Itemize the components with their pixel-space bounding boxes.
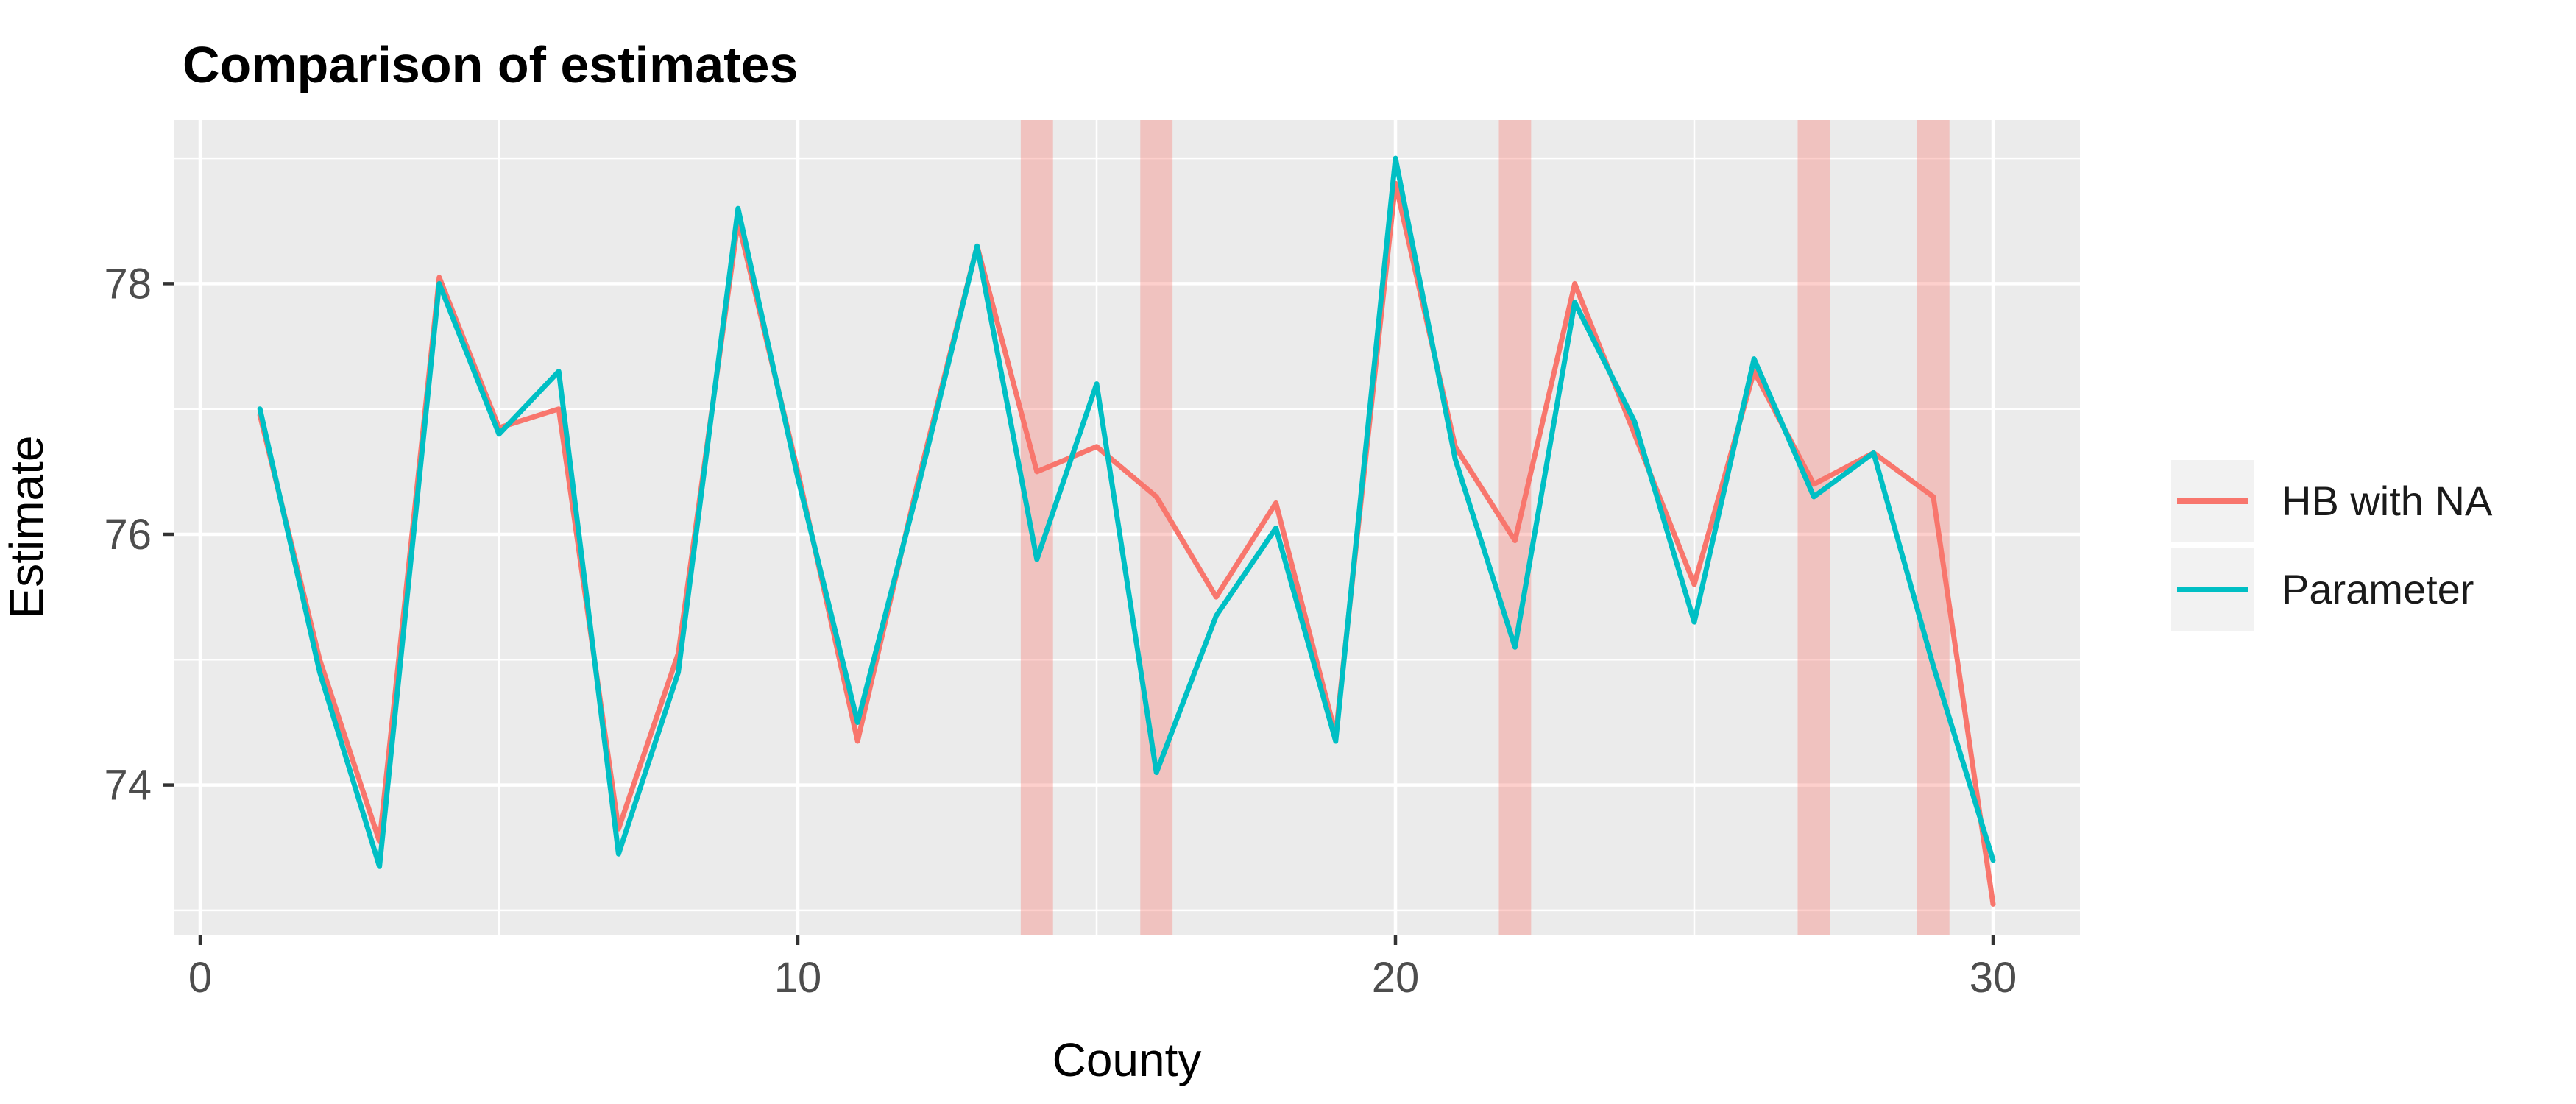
panel-background: [174, 120, 2080, 935]
highlight-band: [1917, 120, 1950, 935]
legend: HB with NA Parameter: [2171, 460, 2493, 631]
highlight-band: [1140, 120, 1173, 935]
legend-label-parameter: Parameter: [2282, 566, 2474, 612]
highlight-band: [1797, 120, 1830, 935]
y-axis-title: Estimate: [0, 436, 53, 619]
y-tick-label: 74: [104, 762, 152, 810]
series-line-parameter: [257, 155, 1996, 869]
series-line-hb-with-na: [257, 180, 1996, 907]
plot-panel: [174, 120, 2080, 935]
x-tick-label: 0: [188, 954, 212, 1002]
axis-ticks: 0 10 20 30 74 76 78: [104, 260, 2017, 1002]
legend-label-hb: HB with NA: [2282, 478, 2493, 524]
x-tick-label: 10: [774, 954, 822, 1002]
y-tick-label: 78: [104, 260, 152, 308]
y-tick-label: 76: [104, 511, 152, 559]
x-tick-label: 30: [1970, 954, 2017, 1002]
x-tick-label: 20: [1372, 954, 1420, 1002]
chart-title: Comparison of estimates: [183, 36, 798, 93]
x-axis-title: County: [1052, 1033, 1202, 1086]
